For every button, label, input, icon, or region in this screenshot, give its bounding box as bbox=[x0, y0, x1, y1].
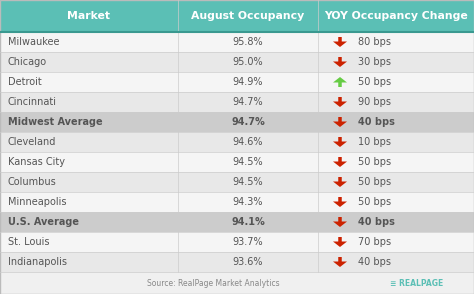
Text: 94.5%: 94.5% bbox=[233, 177, 264, 187]
Bar bbox=[0, 192, 474, 212]
Text: YOY Occupancy Change: YOY Occupancy Change bbox=[324, 11, 468, 21]
Text: 30 bps: 30 bps bbox=[358, 57, 391, 67]
Bar bbox=[0, 32, 474, 52]
Text: 94.5%: 94.5% bbox=[233, 157, 264, 167]
Text: 40 bps: 40 bps bbox=[358, 257, 391, 267]
Text: 50 bps: 50 bps bbox=[358, 157, 391, 167]
Text: Milwaukee: Milwaukee bbox=[8, 37, 60, 47]
Text: 94.7%: 94.7% bbox=[231, 117, 265, 127]
Text: 10 bps: 10 bps bbox=[358, 137, 391, 147]
Polygon shape bbox=[333, 197, 347, 207]
Text: 80 bps: 80 bps bbox=[358, 37, 391, 47]
Text: Minneapolis: Minneapolis bbox=[8, 197, 66, 207]
Bar bbox=[0, 172, 474, 192]
Text: Source: RealPage Market Analytics: Source: RealPage Market Analytics bbox=[147, 278, 280, 288]
Polygon shape bbox=[333, 137, 347, 147]
Text: Chicago: Chicago bbox=[8, 57, 47, 67]
Polygon shape bbox=[333, 217, 347, 227]
Text: Cleveland: Cleveland bbox=[8, 137, 56, 147]
Bar bbox=[0, 72, 474, 92]
Text: St. Louis: St. Louis bbox=[8, 237, 49, 247]
Polygon shape bbox=[333, 77, 347, 87]
Polygon shape bbox=[333, 237, 347, 247]
Polygon shape bbox=[333, 257, 347, 267]
Text: ≡ REALPAGE: ≡ REALPAGE bbox=[391, 278, 444, 288]
Text: 50 bps: 50 bps bbox=[358, 77, 391, 87]
Bar bbox=[0, 232, 474, 252]
Text: Market: Market bbox=[67, 11, 110, 21]
Text: 94.3%: 94.3% bbox=[233, 197, 263, 207]
Polygon shape bbox=[333, 177, 347, 187]
Polygon shape bbox=[333, 157, 347, 167]
Text: Cincinnati: Cincinnati bbox=[8, 97, 57, 107]
Text: 90 bps: 90 bps bbox=[358, 97, 391, 107]
Text: 70 bps: 70 bps bbox=[358, 237, 391, 247]
Text: Indianapolis: Indianapolis bbox=[8, 257, 67, 267]
Text: 50 bps: 50 bps bbox=[358, 177, 391, 187]
Text: Detroit: Detroit bbox=[8, 77, 42, 87]
Text: 93.6%: 93.6% bbox=[233, 257, 263, 267]
Bar bbox=[0, 112, 474, 132]
Bar bbox=[0, 132, 474, 152]
Bar bbox=[0, 0, 474, 32]
Polygon shape bbox=[333, 57, 347, 67]
Text: Midwest Average: Midwest Average bbox=[8, 117, 103, 127]
Text: 94.6%: 94.6% bbox=[233, 137, 263, 147]
Text: 94.7%: 94.7% bbox=[233, 97, 264, 107]
Polygon shape bbox=[333, 117, 347, 127]
Polygon shape bbox=[333, 97, 347, 107]
Text: 40 bps: 40 bps bbox=[358, 217, 395, 227]
Bar bbox=[0, 92, 474, 112]
Bar bbox=[0, 52, 474, 72]
Text: 93.7%: 93.7% bbox=[233, 237, 264, 247]
Bar bbox=[0, 252, 474, 272]
Bar bbox=[0, 152, 474, 172]
Bar bbox=[0, 272, 474, 294]
Text: August Occupancy: August Occupancy bbox=[191, 11, 305, 21]
Polygon shape bbox=[333, 37, 347, 47]
Text: 94.1%: 94.1% bbox=[231, 217, 265, 227]
Text: 40 bps: 40 bps bbox=[358, 117, 395, 127]
Text: 50 bps: 50 bps bbox=[358, 197, 391, 207]
Bar bbox=[0, 212, 474, 232]
Text: Kansas City: Kansas City bbox=[8, 157, 65, 167]
Text: 95.8%: 95.8% bbox=[233, 37, 264, 47]
Text: 94.9%: 94.9% bbox=[233, 77, 263, 87]
Text: U.S. Average: U.S. Average bbox=[8, 217, 79, 227]
Text: Columbus: Columbus bbox=[8, 177, 57, 187]
Text: 95.0%: 95.0% bbox=[233, 57, 264, 67]
